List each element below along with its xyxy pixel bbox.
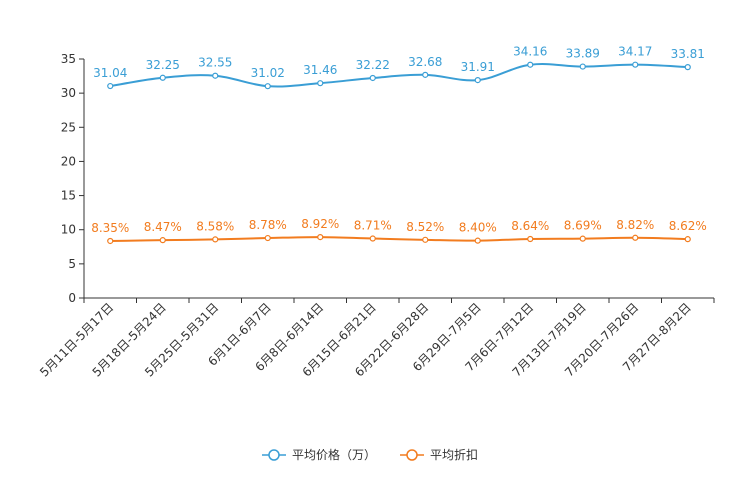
legend-marker-icon [268,449,280,461]
data-point [684,236,691,243]
data-point [474,77,481,84]
data-label: 34.16 [513,45,547,59]
data-label: 8.35% [91,221,129,235]
data-label: 8.47% [144,220,182,234]
data-label: 34.17 [618,45,652,59]
y-tick-label: 15 [61,189,76,203]
legend[interactable]: 平均价格（万） 平均折扣 [262,447,478,462]
data-point [632,234,639,241]
series-line [110,236,688,242]
data-point [684,64,691,71]
data-label: 32.22 [356,58,390,72]
data-point [527,235,534,243]
y-tick-label: 20 [61,154,76,168]
legend-label: 平均价格（万） [292,447,376,462]
data-label: 8.40% [459,221,497,235]
data-label: 8.78% [249,218,287,232]
data-point [159,237,166,244]
series-avg-price: 31.04 32.25 32.55 31.02 31.46 32.22 32.68 31.91… [93,45,705,90]
data-point [422,71,429,78]
data-point [317,233,324,241]
y-tick-label: 0 [68,291,76,305]
data-point [632,61,639,68]
data-point [579,63,586,70]
series-layer: 31.04 32.25 32.55 31.02 31.46 32.22 32.68 31.91… [91,45,707,245]
data-label: 31.04 [93,66,127,80]
data-point [212,72,219,79]
data-label: 31.02 [251,66,285,80]
data-label: 8.71% [354,219,392,233]
y-tick-label: 25 [61,120,76,134]
legend-marker-icon [406,449,418,461]
data-label: 8.52% [406,220,444,234]
data-point [264,83,271,90]
axes: 051015202530355月11日-5月17日5月18日-5月24日5月25… [37,52,715,380]
data-label: 8.69% [564,219,602,233]
data-point [317,80,324,87]
data-point [159,74,166,81]
data-point [212,236,219,243]
series-avg-discount: 8.35% 8.47% 8.58% 8.78% 8.92% 8.71% 8.52% 8.40%… [91,217,707,245]
data-point [474,237,481,244]
data-point [527,61,534,68]
data-label: 8.82% [616,218,654,232]
data-label: 31.46 [303,63,337,77]
y-tick-label: 30 [61,86,76,100]
data-point [107,237,114,245]
y-tick-label: 35 [61,52,76,66]
legend-item-avg-discount[interactable]: 平均折扣 [400,447,478,462]
data-label: 32.55 [198,56,232,70]
y-tick-label: 5 [68,257,76,271]
data-point [369,74,376,82]
data-label: 33.89 [566,47,600,61]
data-point [422,236,429,243]
data-point [369,235,376,242]
data-label: 31.91 [461,60,495,74]
data-label: 32.25 [146,58,180,72]
data-point [107,82,114,90]
series-line [110,62,688,88]
data-point [264,234,271,242]
data-label: 33.81 [671,47,705,61]
data-label: 32.68 [408,55,442,69]
data-label: 8.64% [511,219,549,233]
legend-label: 平均折扣 [430,447,478,462]
y-tick-label: 10 [61,223,76,237]
data-label: 8.62% [669,219,707,233]
data-label: 8.58% [196,219,234,233]
data-point [579,235,586,242]
legend-item-avg-price[interactable]: 平均价格（万） [262,447,376,462]
data-label: 8.92% [301,217,339,231]
